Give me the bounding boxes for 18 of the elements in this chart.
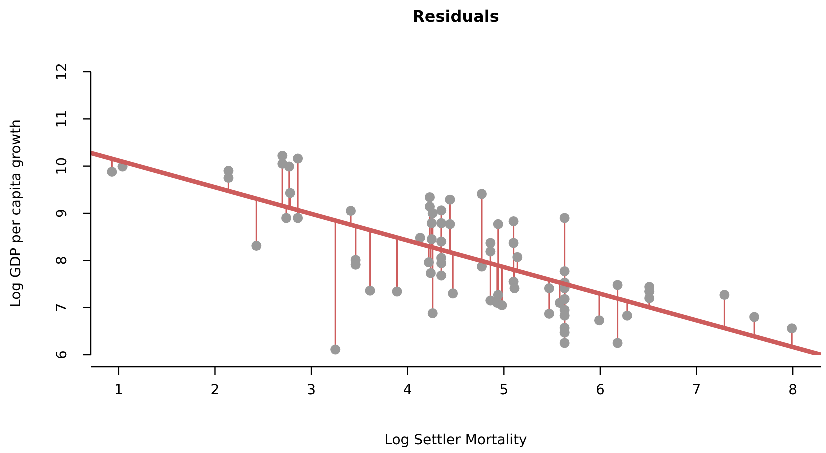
- x-tick-label: 6: [596, 382, 605, 399]
- y-tick-label: 10: [54, 157, 71, 176]
- x-tick-label: 2: [210, 382, 220, 399]
- y-tick-label: 6: [54, 350, 71, 360]
- x-tick-label: 5: [500, 382, 509, 399]
- x-tick-label: 4: [403, 382, 412, 399]
- y-tick-label: 12: [54, 63, 71, 81]
- x-tick-label: 7: [692, 382, 702, 399]
- chart-title: Residuals: [412, 7, 500, 26]
- y-tick-label: 11: [54, 110, 71, 128]
- y-tick-label: 8: [54, 256, 71, 266]
- x-tick-label: 8: [788, 382, 798, 399]
- x-axis-title: Log Settler Mortality: [384, 432, 528, 449]
- y-tick-label: 7: [54, 303, 71, 312]
- y-tick-label: 9: [54, 209, 71, 218]
- y-axis-title: Log GDP per capita growth: [8, 120, 25, 308]
- x-tick-label: 1: [114, 382, 124, 399]
- x-tick-label: 3: [307, 382, 316, 399]
